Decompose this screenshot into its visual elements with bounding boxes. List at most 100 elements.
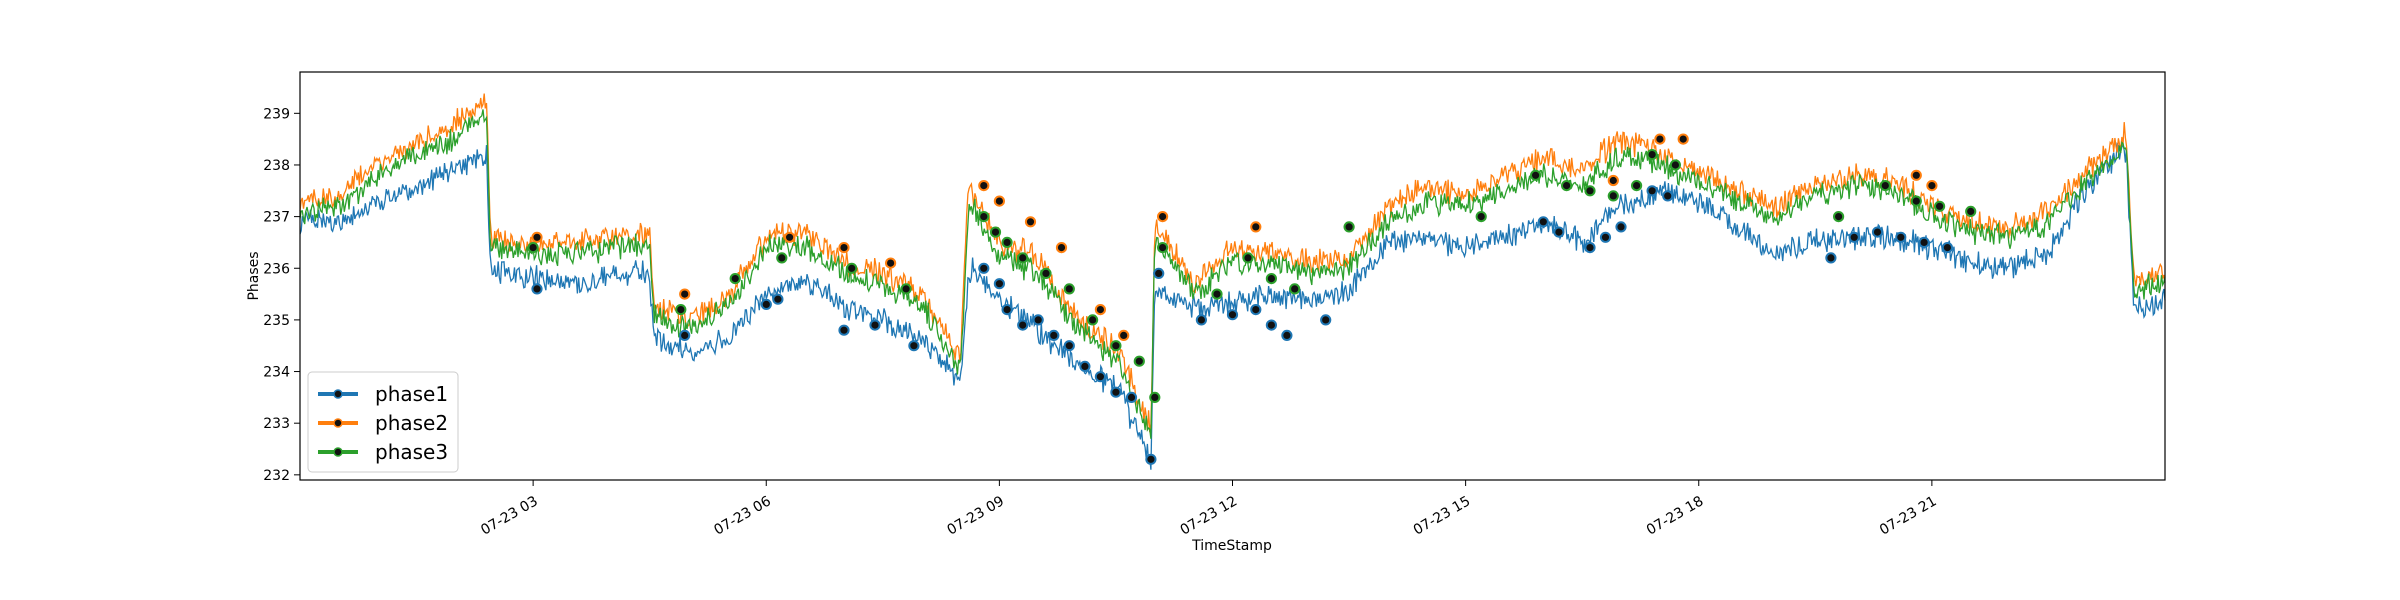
data-point-phase3 <box>1157 242 1169 254</box>
data-point-phase1 <box>1226 309 1239 321</box>
data-point-phase2 <box>784 231 796 243</box>
data-point-phase3 <box>1343 221 1355 233</box>
data-point-phase1 <box>1918 236 1930 248</box>
data-point-phase1 <box>1584 242 1596 254</box>
data-point-phase1 <box>1079 360 1091 372</box>
legend: phase1 phase2 phase3 <box>307 371 459 473</box>
data-point-phase1 <box>531 283 543 295</box>
data-point-phase1 <box>1125 391 1138 403</box>
data-point-phase2 <box>978 180 990 192</box>
data-point-phase3 <box>1063 283 1075 295</box>
data-point-phase1 <box>869 319 881 331</box>
data-point-phase3 <box>729 273 741 285</box>
data-point-phase3 <box>1879 180 1891 192</box>
data-point-phase3 <box>1965 205 1977 217</box>
data-point-phase2 <box>1250 221 1262 233</box>
data-point-phase1 <box>772 293 784 305</box>
data-point-phase1 <box>978 262 990 274</box>
data-point-phase3 <box>1833 211 1845 223</box>
data-point-phase3 <box>846 262 858 274</box>
y-tick-label: 237 <box>263 210 290 226</box>
data-point-phase3 <box>1561 180 1573 192</box>
data-point-phase3 <box>1087 314 1099 326</box>
data-point-phase2 <box>885 257 897 269</box>
data-point-phase1 <box>993 278 1006 290</box>
data-point-phase2 <box>1910 169 1922 181</box>
data-point-phase3 <box>900 283 912 295</box>
data-point-phase1 <box>1537 216 1549 228</box>
data-point-phase1 <box>1032 314 1044 326</box>
data-point-phase2 <box>1677 133 1689 145</box>
data-point-phase3 <box>1110 340 1122 352</box>
data-point-phase2 <box>1926 180 1938 192</box>
data-point-phase1 <box>838 324 850 336</box>
data-point-phase1 <box>1145 453 1157 465</box>
legend-marker-phase1 <box>333 389 343 399</box>
data-point-phase2 <box>1607 174 1619 187</box>
data-point-phase2 <box>993 195 1006 207</box>
legend-marker-phase2 <box>333 418 343 428</box>
data-point-phase1 <box>1153 267 1165 279</box>
data-point-phase1 <box>1094 371 1107 383</box>
y-tick-label: 236 <box>263 261 290 277</box>
y-tick-label: 232 <box>263 468 290 484</box>
legend-label-phase1: phase1 <box>375 382 448 406</box>
data-point-phase1 <box>1895 231 1907 243</box>
data-point-phase3 <box>1631 180 1643 192</box>
data-point-phase3 <box>1934 200 1946 212</box>
data-point-phase3 <box>1001 236 1013 248</box>
data-point-phase1 <box>1017 319 1029 331</box>
data-point-phase3 <box>1149 391 1161 403</box>
data-point-phase3 <box>1040 267 1052 279</box>
data-point-phase1 <box>1110 386 1122 398</box>
data-point-phase3 <box>1017 252 1029 264</box>
marker-layer <box>527 133 1977 465</box>
y-axis-label: Phases <box>246 251 262 300</box>
series-line-phase3 <box>299 109 2166 439</box>
y-tick-label: 234 <box>263 365 290 381</box>
data-point-phase3 <box>1242 252 1254 264</box>
x-axis-label: TimeStamp <box>1191 538 1272 554</box>
data-point-phase1 <box>1195 314 1208 326</box>
data-point-phase3 <box>1584 185 1596 197</box>
data-point-phase1 <box>1320 314 1332 326</box>
data-point-phase3 <box>776 252 788 264</box>
data-point-phase3 <box>1475 211 1487 223</box>
y-tick-label: 239 <box>263 106 290 122</box>
data-point-phase3 <box>1607 190 1619 202</box>
data-point-phase3 <box>978 211 990 223</box>
data-point-phase3 <box>1133 355 1145 367</box>
data-point-phase1 <box>1615 221 1627 233</box>
data-point-phase2 <box>1118 329 1130 341</box>
y-tick-label: 235 <box>263 313 290 329</box>
data-point-phase3 <box>1289 283 1301 295</box>
data-point-phase1 <box>1281 329 1293 341</box>
data-point-phase2 <box>679 288 691 300</box>
y-tick-label: 238 <box>263 158 290 174</box>
data-point-phase3 <box>1211 288 1223 300</box>
data-point-phase1 <box>1001 304 1013 316</box>
data-point-phase1 <box>1265 319 1278 331</box>
data-point-phase2 <box>1654 133 1666 145</box>
data-point-phase1 <box>1825 252 1837 264</box>
legend-label-phase2: phase2 <box>375 411 448 435</box>
data-point-phase3 <box>1265 273 1278 285</box>
data-point-phase2 <box>531 231 543 243</box>
legend-label-phase3: phase3 <box>375 440 448 464</box>
data-point-phase3 <box>989 226 1002 238</box>
y-tick-label: 233 <box>263 416 290 432</box>
data-point-phase1 <box>1553 226 1565 238</box>
data-point-phase1 <box>1063 340 1075 352</box>
data-point-phase3 <box>1530 169 1542 181</box>
data-point-phase3 <box>527 242 539 254</box>
y-axis: 232 233 234 235 236 237 238 239 <box>263 106 300 484</box>
data-point-phase3 <box>1646 149 1658 161</box>
data-point-phase3 <box>1910 195 1922 207</box>
legend-marker-phase3 <box>333 447 343 457</box>
data-point-phase1 <box>760 298 772 310</box>
data-point-phase2 <box>1024 216 1037 228</box>
data-point-phase2 <box>838 242 850 254</box>
data-point-phase1 <box>1646 185 1658 197</box>
data-point-phase1 <box>1048 329 1060 341</box>
